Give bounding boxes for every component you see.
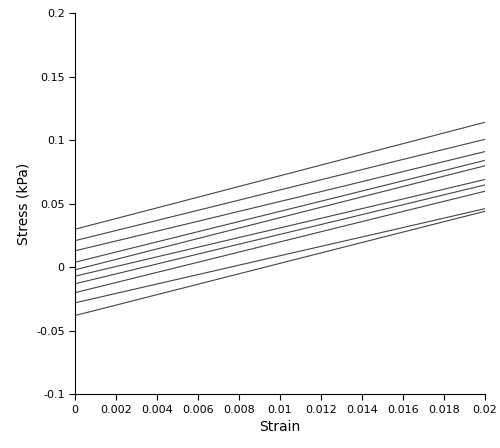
X-axis label: Strain: Strain	[260, 420, 300, 434]
Y-axis label: Stress (kPa): Stress (kPa)	[16, 163, 30, 245]
